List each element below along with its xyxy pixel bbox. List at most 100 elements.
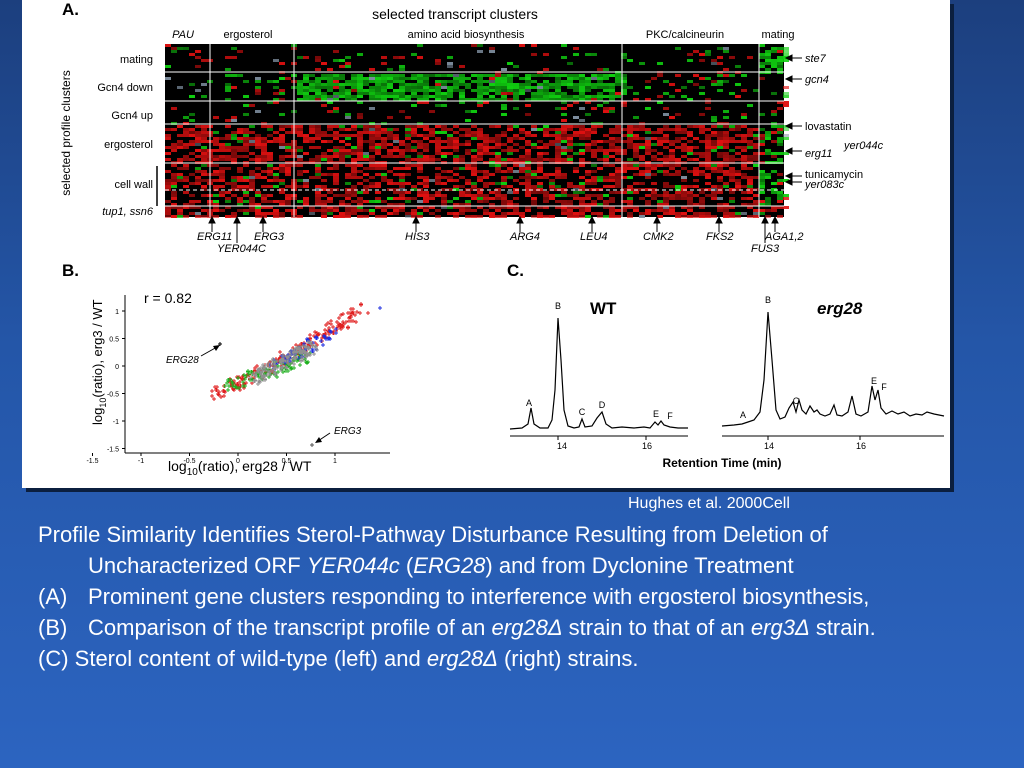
chromatogram-wt	[509, 317, 688, 430]
scatter-point	[300, 355, 304, 359]
scatter-point	[255, 370, 259, 374]
wt-peak-b: B	[555, 301, 561, 311]
heatmap-grid-lines	[165, 44, 784, 217]
scatter-point	[248, 376, 252, 380]
scatter-point	[212, 397, 216, 401]
scatter-point	[227, 384, 231, 388]
panel-c-erg28-label: erg28	[817, 299, 863, 318]
row-label-tup1-ssn6: tup1, ssn6	[102, 206, 154, 218]
right-label-yer083c: yer083c	[804, 179, 845, 191]
scatter-point	[259, 376, 263, 380]
scatter-point	[308, 353, 312, 357]
scatter-point	[279, 368, 283, 372]
scatter-point	[236, 376, 240, 380]
scatter-point	[366, 311, 370, 315]
scatter-point	[225, 381, 229, 385]
scatter-point	[215, 385, 219, 389]
scatter-point	[314, 345, 318, 349]
gene-label-his3: HIS3	[405, 231, 430, 243]
panel-b-xtick-label: -0.5	[183, 458, 195, 465]
wt-peak-c: C	[579, 407, 586, 417]
scatter-point	[337, 316, 341, 320]
caption-item-b: (B) Comparison of the transcript profile …	[38, 615, 876, 640]
scatter-point	[267, 361, 271, 365]
wt-tick-label-16: 16	[642, 441, 652, 451]
scatter-point	[289, 353, 293, 357]
scatter-point	[253, 373, 257, 377]
panel-b-ytick-label: -1	[113, 419, 119, 426]
gene-label-leu4: LEU4	[580, 231, 608, 243]
scatter-point	[276, 370, 280, 374]
scatter-point	[359, 303, 363, 307]
row-label-cell-wall: cell wall	[114, 179, 153, 191]
scatter-point	[232, 388, 236, 392]
scatter-point	[336, 324, 340, 328]
group-label-pau: PAU	[172, 29, 194, 41]
panel-b-ylabel: log10(ratio), erg3 / WT	[90, 299, 108, 425]
scatter-point	[327, 336, 331, 340]
scatter-point	[358, 311, 362, 315]
annotation-erg3-arrowhead	[315, 437, 322, 443]
scatter-point	[314, 335, 318, 339]
scatter-point	[242, 373, 246, 377]
row-label-mating: mating	[120, 54, 153, 66]
gene-label-erg3: ERG3	[254, 231, 285, 243]
scatter-point	[311, 344, 315, 348]
scatter-point	[287, 362, 291, 366]
scatter-point	[315, 348, 319, 352]
panel-b-xtick-label: -1	[138, 458, 144, 465]
scatter-point	[210, 389, 214, 393]
erg28-tick-label-14: 14	[764, 441, 774, 451]
scatter-point	[265, 363, 269, 367]
erg28-peak-a: A	[740, 410, 746, 420]
scatter-point	[378, 306, 382, 310]
scatter-point	[298, 363, 302, 367]
scatter-point	[339, 327, 343, 331]
scatter-point	[241, 380, 245, 384]
scatter-point	[290, 357, 294, 361]
citation: Hughes et al. 2000Cell	[628, 495, 790, 512]
wt-peak-d: D	[599, 400, 606, 410]
scatter-point	[346, 325, 350, 329]
scatter-point	[267, 365, 271, 369]
wt-peak-a: A	[526, 398, 532, 408]
scatter-point	[323, 328, 327, 332]
panel-b-x-ticks: -1.5 -1 -0.5 0 0.5 1	[86, 453, 337, 465]
scatter-point	[332, 329, 336, 333]
scatter-point	[270, 368, 274, 372]
chromatogram-erg28	[721, 311, 945, 427]
scatter-point	[278, 350, 282, 354]
group-label-mating: mating	[761, 29, 794, 41]
panel-b-xtick-label: -1.5	[86, 458, 98, 465]
scatter-point	[354, 320, 358, 324]
scatter-point	[355, 310, 359, 314]
scatter-point	[321, 343, 325, 347]
annotation-erg28: ERG28	[166, 355, 199, 366]
scatter-point	[268, 373, 272, 377]
panel-b-ytick-label: -1.5	[107, 447, 119, 454]
wt-peak-f: F	[667, 411, 673, 421]
scatter-point	[284, 369, 288, 373]
scatter-point	[294, 356, 298, 360]
wt-peak-e: E	[653, 409, 659, 419]
scatter-point	[299, 351, 303, 355]
scatter-point	[281, 370, 285, 374]
scatter-point	[296, 345, 300, 349]
scatter-point	[227, 378, 231, 382]
scatter-point	[329, 322, 333, 326]
scatter-point	[308, 340, 312, 344]
scatter-point	[233, 384, 237, 388]
scatter-point	[292, 362, 296, 366]
scatter-point	[304, 355, 308, 359]
scatter-point	[285, 354, 289, 358]
scatter-point	[235, 382, 239, 386]
heatmap	[165, 44, 789, 218]
scatter-point	[243, 377, 247, 381]
scatter-point	[271, 357, 275, 361]
row-label-gcn4-up: Gcn4 up	[111, 110, 153, 122]
scatter-point	[246, 370, 250, 374]
scatter-point	[281, 365, 285, 369]
panel-b-xlabel: log10(ratio), erg28 / WT	[168, 458, 312, 478]
scatter-point	[261, 366, 265, 370]
scatter-point	[349, 319, 353, 323]
